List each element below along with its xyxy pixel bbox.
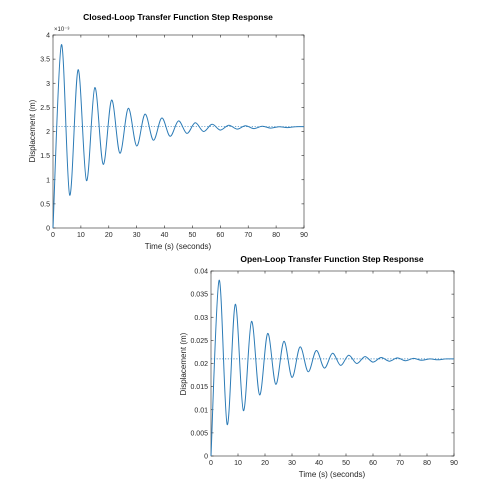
open-loop-chart: Open-Loop Transfer Function Step Respons… xyxy=(179,254,458,479)
y-tick-label: 1.5 xyxy=(40,153,50,160)
y-tick-label: 1 xyxy=(46,177,50,184)
closed-loop-chart: Closed-Loop Transfer Function Step Respo… xyxy=(28,12,308,251)
x-tick-label: 90 xyxy=(450,460,458,467)
x-tick-label: 60 xyxy=(216,232,224,239)
step-response-line xyxy=(52,44,305,229)
x-tick-label: 10 xyxy=(234,460,242,467)
y-tick-label: 0.02 xyxy=(194,361,208,368)
y-tick-label: 3.5 xyxy=(40,57,50,64)
y-axis-label: Displacement (m) xyxy=(28,99,37,162)
x-tick-label: 20 xyxy=(105,232,113,239)
y-tick-label: 4 xyxy=(46,33,50,40)
x-tick-label: 50 xyxy=(189,232,197,239)
x-tick-label: 40 xyxy=(161,232,169,239)
y-tick-label: 3 xyxy=(46,81,50,88)
x-tick-label: 0 xyxy=(209,460,213,467)
x-axis-label: Time (s) (seconds) xyxy=(145,242,212,251)
y-tick-label: 0 xyxy=(46,226,50,233)
x-tick-label: 80 xyxy=(272,232,280,239)
y-tick-label: 0.01 xyxy=(194,407,208,414)
x-axis-label: Time (s) (seconds) xyxy=(299,470,366,479)
x-tick-label: 30 xyxy=(133,232,141,239)
x-tick-label: 70 xyxy=(396,460,404,467)
chart-title: Open-Loop Transfer Function Step Respons… xyxy=(240,254,424,264)
plot-area: 0 10 20 30 40 50 60 70 80 90 0 0.5 1 1.5 2 2.5 3 3.5 4 xyxy=(40,33,308,240)
x-tick-label: 20 xyxy=(261,460,269,467)
x-tick-label: 30 xyxy=(288,460,296,467)
y-tick-label: 2.5 xyxy=(40,105,50,112)
y-tick-label: 0.5 xyxy=(40,201,50,208)
x-tick-label: 40 xyxy=(315,460,323,467)
x-tick-label: 0 xyxy=(51,232,55,239)
x-tick-label: 90 xyxy=(300,232,308,239)
y-tick-label: 0.025 xyxy=(190,338,208,345)
y-tick-label: 0.03 xyxy=(194,315,208,322)
y-tick-label: 0.04 xyxy=(194,269,208,276)
x-tick-label: 80 xyxy=(423,460,431,467)
x-tick-label: 50 xyxy=(342,460,350,467)
x-tick-label: 60 xyxy=(369,460,377,467)
y-tick-label: 0.015 xyxy=(190,384,208,391)
y-tick-label: 0.005 xyxy=(190,430,208,437)
plot-area: 0 10 20 30 40 50 60 70 80 90 0 0.005 0.01 0.015 0.02 0.… xyxy=(190,269,458,468)
chart-title: Closed-Loop Transfer Function Step Respo… xyxy=(83,12,273,22)
y-multiplier-label: ×10⁻³ xyxy=(54,27,69,33)
x-tick-label: 10 xyxy=(77,232,85,239)
step-response-line xyxy=(210,279,455,457)
y-tick-label: 2 xyxy=(46,129,50,136)
y-tick-label: 0 xyxy=(204,454,208,461)
y-axis-label: Displacement (m) xyxy=(179,332,188,395)
x-tick-label: 70 xyxy=(244,232,252,239)
y-tick-label: 0.035 xyxy=(190,292,208,299)
